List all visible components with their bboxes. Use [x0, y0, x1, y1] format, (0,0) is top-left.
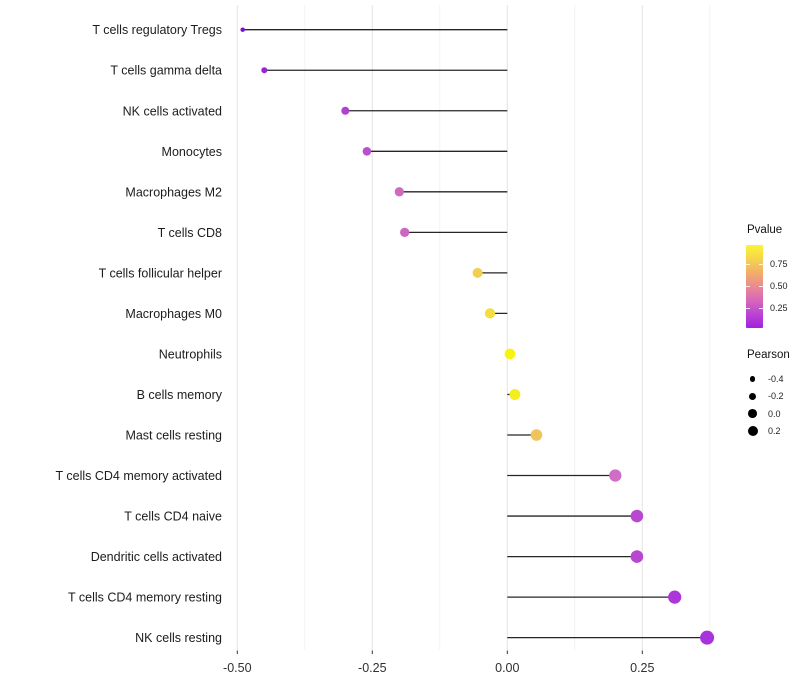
lollipop-point [240, 27, 245, 32]
pearson-legend-dot-box [746, 375, 759, 382]
pvalue-bar-tick [746, 264, 750, 265]
category-label: Mast cells resting [125, 429, 222, 443]
pearson-legend-entry: -0.4 [746, 370, 800, 388]
pearson-legend-label: -0.2 [768, 391, 784, 402]
pvalue-bar-tick [746, 286, 750, 287]
category-label: T cells CD4 memory activated [56, 469, 223, 483]
lollipop-point [341, 106, 350, 115]
category-label: Dendritic cells activated [91, 550, 222, 564]
lollipop-point [362, 146, 372, 156]
lollipop-point [484, 308, 496, 319]
x-axis-tick-label: 0.25 [630, 661, 654, 675]
category-label: T cells CD8 [158, 226, 222, 240]
x-axis-tick-label: 0.00 [495, 661, 519, 675]
category-label: T cells CD4 naive [124, 510, 222, 524]
pearson-legend-entry: 0.0 [746, 405, 800, 423]
pearson-legend-dot [747, 426, 758, 437]
lollipop-point [668, 590, 682, 604]
pearson-legend-dot [748, 409, 757, 419]
category-label: T cells CD4 memory resting [68, 591, 222, 605]
category-label: NK cells activated [123, 104, 222, 118]
lollipop-point [504, 348, 516, 360]
category-label: T cells gamma delta [110, 64, 222, 78]
pvalue-bar-tick [746, 308, 750, 309]
lollipop-point [400, 227, 410, 238]
category-label: T cells follicular helper [99, 266, 222, 280]
category-label: Macrophages M2 [125, 185, 222, 199]
pvalue-gradient-bar: 0.75 0.50 0.25 [746, 245, 788, 328]
lollipop-point [700, 630, 715, 645]
pearson-legend-entry: -0.2 [746, 388, 800, 406]
lollipop-point [530, 429, 543, 441]
lollipop-point [472, 267, 483, 278]
lollipop-point [394, 187, 404, 197]
pvalue-bar-tick [759, 286, 763, 287]
pvalue-tick-label: 0.25 [770, 303, 788, 313]
category-label: Macrophages M0 [125, 307, 222, 321]
pearson-legend-dot-box [746, 409, 759, 419]
category-label: Monocytes [162, 145, 222, 159]
pvalue-bar-tick [759, 308, 763, 309]
pearson-legend-dot [749, 392, 756, 400]
category-label: NK cells resting [135, 631, 222, 645]
pearson-size-legend: Pearson -0.4 -0.2 0.0 0.2 [746, 349, 800, 440]
lollipop-point [630, 509, 644, 523]
pearson-legend-label: 0.0 [768, 408, 781, 419]
pearson-legend-entries: -0.4 -0.2 0.0 0.2 [746, 370, 800, 440]
pearson-legend-entry: 0.2 [746, 423, 800, 441]
pearson-legend-dot [749, 375, 756, 382]
pvalue-color-legend: Pvalue 0.75 0.50 0.25 [746, 224, 800, 328]
category-label: B cells memory [137, 388, 223, 402]
lollipop-point [261, 67, 268, 74]
pvalue-legend-title: Pvalue [747, 224, 783, 236]
pvalue-tick-label: 0.75 [770, 259, 788, 269]
pvalue-tick-label: 0.50 [770, 281, 788, 291]
lollipop-point [509, 388, 521, 400]
x-axis-tick-label: -0.25 [358, 661, 387, 675]
x-axis-tick-label: -0.50 [223, 661, 252, 675]
pearson-legend-dot-box [746, 392, 759, 400]
pearson-legend-label: 0.2 [768, 426, 781, 437]
pearson-legend-title: Pearson [747, 349, 790, 361]
pearson-legend-label: -0.4 [768, 373, 784, 384]
pearson-legend-dot-box [746, 426, 759, 437]
lollipop-point [630, 550, 644, 563]
category-label: T cells regulatory Tregs [92, 23, 222, 37]
category-label: Neutrophils [159, 347, 222, 361]
lollipop-point [609, 469, 622, 482]
pvalue-bar-tick [759, 264, 763, 265]
